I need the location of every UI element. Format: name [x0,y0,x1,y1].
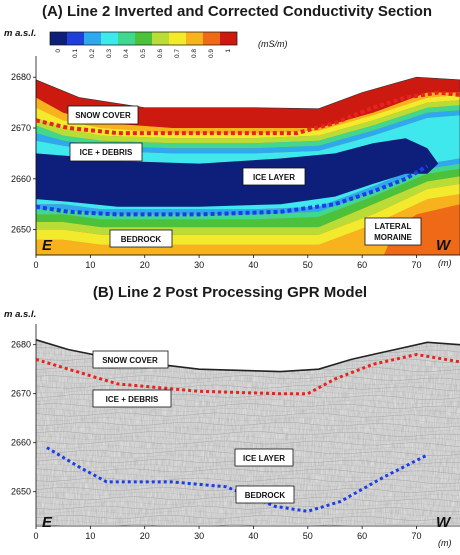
x-tick-label: 50 [303,531,313,541]
panel-b-x-unit: (m) [438,538,452,548]
colorbar-tick: 0.8 [191,49,198,58]
svg-text:ICE + DEBRIS: ICE + DEBRIS [80,148,133,157]
label-ice-layer-b: ICE LAYER [234,448,294,467]
x-tick-label: 40 [248,531,258,541]
label-snow-cover-a: SNOW COVER [67,105,139,125]
x-tick-label: 20 [140,260,150,270]
svg-text:LATERAL: LATERAL [375,222,412,231]
label-bedrock-a: BEDROCK [109,229,173,248]
svg-text:BEDROCK: BEDROCK [245,491,286,500]
colorbar-swatch [186,32,203,45]
colorbar-tick: 0.4 [123,49,130,58]
colorbar-tick: 0.6 [157,49,164,58]
x-tick-label: 60 [357,531,367,541]
svg-text:ICE LAYER: ICE LAYER [253,173,295,182]
svg-text:BEDROCK: BEDROCK [121,235,162,244]
svg-text:ICE LAYER: ICE LAYER [243,454,285,463]
conductivity-section [36,77,460,255]
colorbar-tick: 0.7 [174,49,181,58]
x-tick-label: 30 [194,260,204,270]
panel-a-y-label: m a.s.l. [4,28,36,39]
svg-text:SNOW COVER: SNOW COVER [102,356,158,365]
panel-b-title: (B) Line 2 Post Processing GPR Model [93,284,367,301]
label-bedrock-b: BEDROCK [235,485,295,504]
colorbar-tick: 0.1 [72,49,79,58]
east-label-b: E [42,514,53,531]
x-tick-label: 30 [194,531,204,541]
label-ice-debris-b: ICE + DEBRIS [92,389,172,408]
label-snow-cover-b: SNOW COVER [92,350,169,369]
colorbar-tick: 0.3 [106,49,113,58]
colorbar-tick: 1 [225,49,232,53]
colorbar-swatch [84,32,101,45]
colorbar-swatch [101,32,118,45]
x-tick-label: 10 [85,260,95,270]
x-tick-label: 50 [303,260,313,270]
panel-a-title: (A) Line 2 Inverted and Corrected Conduc… [42,3,432,20]
colorbar-tick: 0.9 [208,49,215,58]
y-tick-label: 2650 [11,487,31,497]
x-tick-label: 60 [357,260,367,270]
panel-b-axes: 0 10 20 30 40 50 60 70 2650 2660 2670 2680 [11,324,460,541]
svg-text:MORAINE: MORAINE [374,233,412,242]
colorbar-swatch [152,32,169,45]
y-tick-label: 2670 [11,123,31,133]
colorbar-swatch [203,32,220,45]
colorbar-tick: 0 [55,49,62,53]
x-tick-label: 0 [33,531,38,541]
label-lateral-moraine-a: LATERAL MORAINE [364,217,422,246]
x-tick-label: 0 [33,260,38,270]
x-tick-label: 40 [248,260,258,270]
x-tick-label: 20 [140,531,150,541]
x-tick-label: 10 [85,531,95,541]
west-label-a: W [436,237,452,254]
colorbar-unit: (mS/m) [258,39,288,49]
colorbar: 0 0.1 0.2 0.3 0.4 0.5 0.6 0.7 0.8 0.9 1 [49,31,238,58]
x-tick-label: 70 [412,531,422,541]
svg-text:ICE + DEBRIS: ICE + DEBRIS [106,395,159,404]
panel-b-y-label: m a.s.l. [4,309,36,320]
colorbar-swatch [135,32,152,45]
x-tick-label: 70 [412,260,422,270]
y-tick-label: 2650 [11,225,31,235]
colorbar-swatch [67,32,84,45]
label-ice-layer-a: ICE LAYER [242,167,306,186]
panel-a-x-unit: (m) [438,258,452,268]
colorbar-swatch [50,32,67,45]
y-tick-label: 2660 [11,438,31,448]
east-label-a: E [42,237,53,254]
y-tick-label: 2670 [11,389,31,399]
label-ice-debris-a: ICE + DEBRIS [69,142,143,162]
colorbar-swatch [169,32,186,45]
y-tick-label: 2680 [11,72,31,82]
panel-a-axes: 0 10 20 30 40 50 60 70 2650 2660 2670 2680 [11,56,460,270]
colorbar-swatch [220,32,237,45]
colorbar-swatch [118,32,135,45]
colorbar-tick: 0.2 [89,49,96,58]
colorbar-tick: 0.5 [140,49,147,58]
y-tick-label: 2660 [11,174,31,184]
ice-bedrock-interface-a [35,164,429,217]
snow-ice-interface-a [35,90,460,136]
svg-text:SNOW COVER: SNOW COVER [75,111,131,120]
west-label-b: W [436,514,452,531]
y-tick-label: 2680 [11,340,31,350]
